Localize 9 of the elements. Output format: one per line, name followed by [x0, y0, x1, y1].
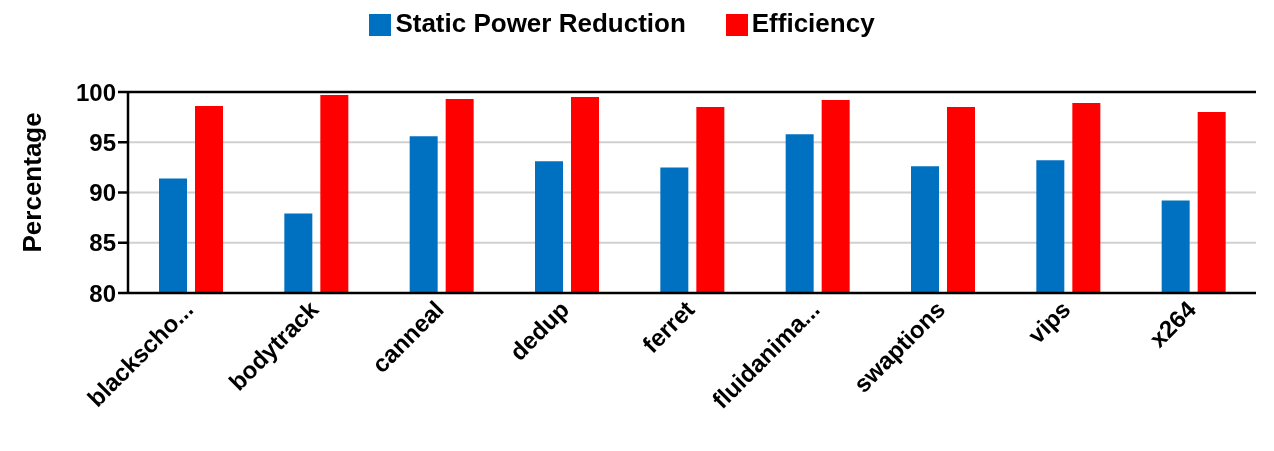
- legend-label: Efficiency: [751, 8, 875, 38]
- x-tick-label: vips: [1022, 295, 1076, 349]
- y-tick-label: 85: [89, 229, 116, 257]
- y-tick-label: 80: [89, 279, 116, 307]
- y-tick-label: 90: [89, 179, 116, 207]
- legend-label: Static Power Reduction: [395, 8, 686, 38]
- y-axis-title: Percentage: [17, 112, 48, 253]
- y-tick-label: 100: [75, 78, 116, 106]
- y-tick-label: 95: [89, 128, 116, 156]
